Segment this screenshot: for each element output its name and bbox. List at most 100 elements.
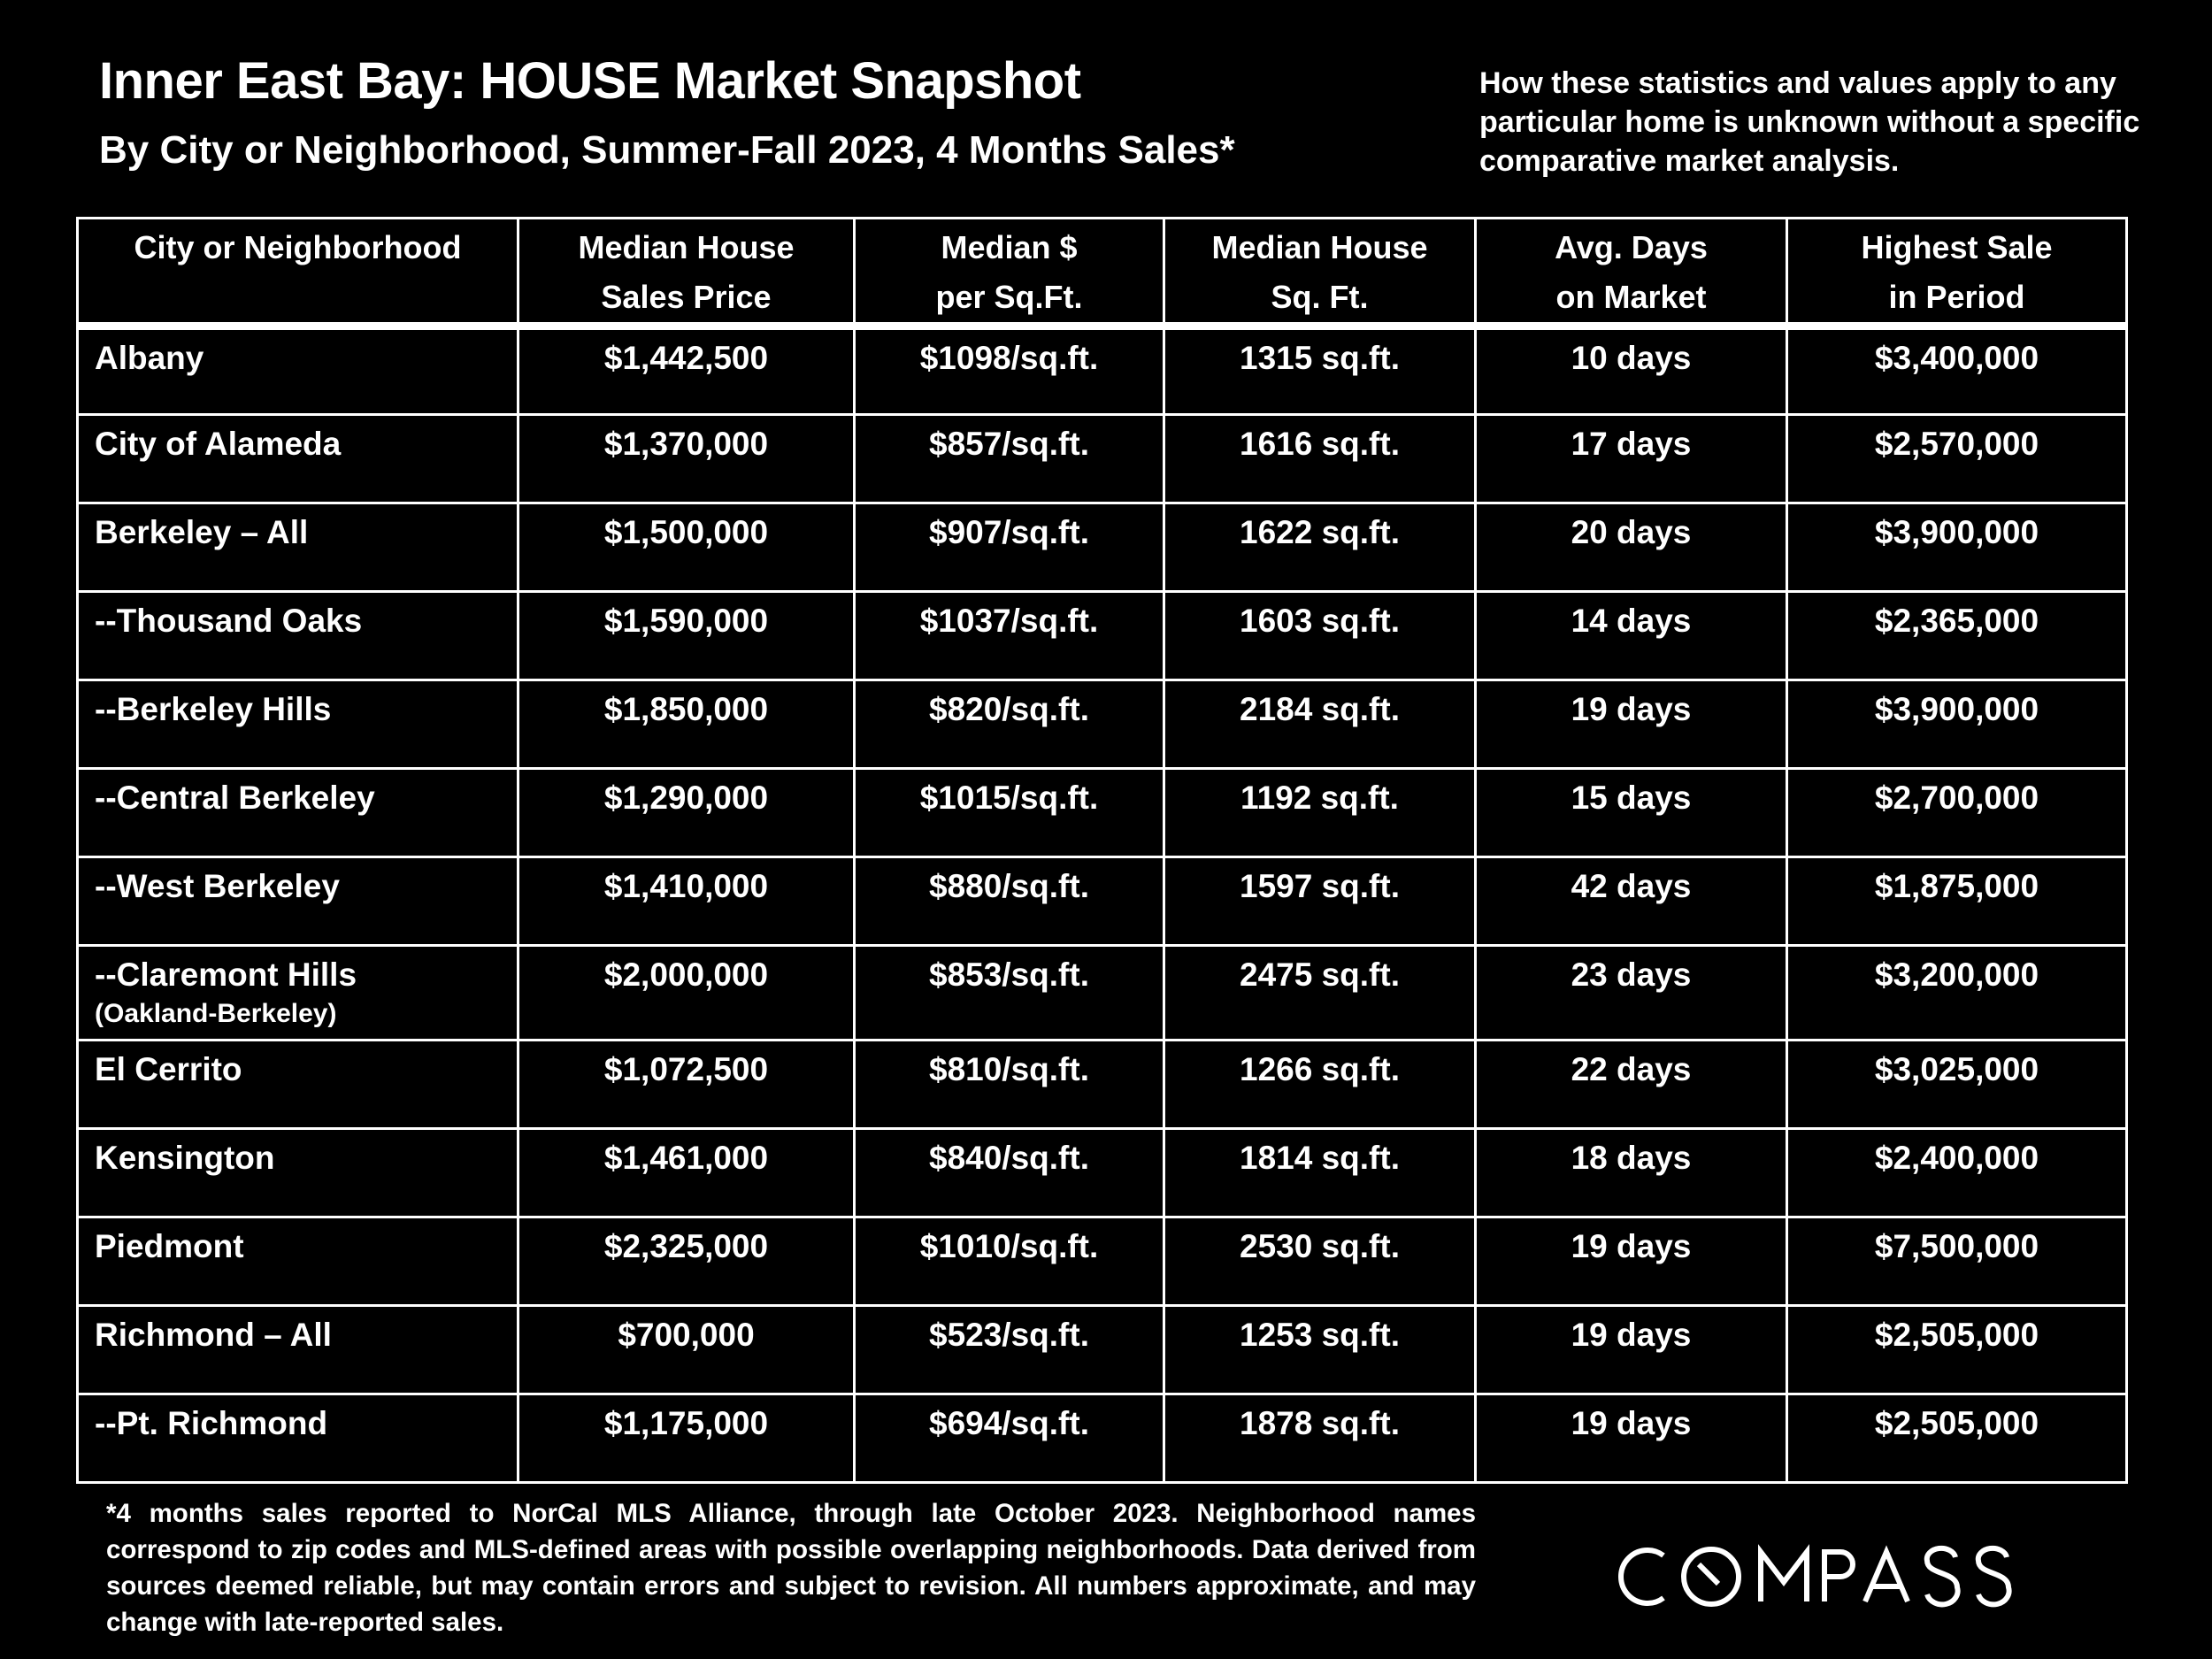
median-price-cell: $1,072,500 — [517, 1039, 856, 1130]
page-title: Inner East Bay: HOUSE Market Snapshot — [99, 52, 1081, 110]
median-sqft-cell: 2184 sq.ft. — [1163, 679, 1477, 770]
days-on-market-cell: 19 days — [1474, 1393, 1788, 1484]
city-name: Richmond – All — [95, 1317, 332, 1353]
days-on-market-cell: 14 days — [1474, 590, 1788, 681]
city-name: Kensington — [95, 1140, 275, 1176]
city-name: --Pt. Richmond — [95, 1405, 328, 1441]
city-name: --Claremont Hills — [95, 956, 357, 993]
median-price-cell: $1,370,000 — [517, 413, 856, 504]
table-row: --Berkeley Hills $1,850,000 $820/sq.ft. 218… — [76, 679, 2128, 770]
median-sqft-cell: 1597 sq.ft. — [1163, 856, 1477, 947]
median-sqft-cell: 2475 sq.ft. — [1163, 944, 1477, 1041]
city-cell: --Central Berkeley — [76, 767, 519, 858]
price-per-sqft-cell: $523/sq.ft. — [853, 1304, 1165, 1395]
highest-sale-cell: $3,400,000 — [1786, 325, 2128, 416]
column-header: Highest Sale in Period — [1786, 217, 2128, 330]
days-on-market-cell: 17 days — [1474, 413, 1788, 504]
median-price-cell: $1,442,500 — [517, 325, 856, 416]
days-on-market-cell: 42 days — [1474, 856, 1788, 947]
price-per-sqft-cell: $1037/sq.ft. — [853, 590, 1165, 681]
days-on-market-cell: 19 days — [1474, 1304, 1788, 1395]
median-sqft-cell: 1622 sq.ft. — [1163, 502, 1477, 593]
median-price-cell: $1,500,000 — [517, 502, 856, 593]
highest-sale-cell: $3,900,000 — [1786, 679, 2128, 770]
price-per-sqft-cell: $820/sq.ft. — [853, 679, 1165, 770]
highest-sale-cell: $2,505,000 — [1786, 1304, 2128, 1395]
city-name: Berkeley – All — [95, 514, 309, 550]
median-price-cell: $1,461,000 — [517, 1127, 856, 1218]
days-on-market-cell: 19 days — [1474, 1216, 1788, 1307]
highest-sale-cell: $2,365,000 — [1786, 590, 2128, 681]
table-row: El Cerrito $1,072,500 $810/sq.ft. 1266 sq.f… — [76, 1039, 2128, 1130]
table-row: City of Alameda $1,370,000 $857/sq.ft. 1616… — [76, 413, 2128, 504]
table-row: Albany $1,442,500 $1098/sq.ft. 1315 sq.ft. 1… — [76, 325, 2128, 416]
compass-logo — [1618, 1544, 2012, 1608]
median-price-cell: $700,000 — [517, 1304, 856, 1395]
table-header-row: City or Neighborhood Median House Sales P… — [76, 217, 2128, 330]
median-sqft-cell: 1266 sq.ft. — [1163, 1039, 1477, 1130]
city-name: --Central Berkeley — [95, 780, 375, 816]
city-cell: City of Alameda — [76, 413, 519, 504]
price-per-sqft-cell: $907/sq.ft. — [853, 502, 1165, 593]
table-row: --West Berkeley $1,410,000 $880/sq.ft. 1597… — [76, 856, 2128, 947]
highest-sale-cell: $7,500,000 — [1786, 1216, 2128, 1307]
table-row: --Thousand Oaks $1,590,000 $1037/sq.ft. 160… — [76, 590, 2128, 681]
median-sqft-cell: 1603 sq.ft. — [1163, 590, 1477, 681]
table-row: --Pt. Richmond $1,175,000 $694/sq.ft. 1878 … — [76, 1393, 2128, 1484]
column-header: Median House Sq. Ft. — [1163, 217, 1477, 330]
analysis-disclaimer: How these statistics and values apply to… — [1479, 66, 2140, 178]
column-header: City or Neighborhood — [76, 217, 519, 330]
highest-sale-cell: $1,875,000 — [1786, 856, 2128, 947]
highest-sale-cell: $2,400,000 — [1786, 1127, 2128, 1218]
city-name: --Berkeley Hills — [95, 691, 332, 727]
days-on-market-cell: 20 days — [1474, 502, 1788, 593]
price-per-sqft-cell: $694/sq.ft. — [853, 1393, 1165, 1484]
city-cell: --West Berkeley — [76, 856, 519, 947]
days-on-market-cell: 10 days — [1474, 325, 1788, 416]
highest-sale-cell: $3,025,000 — [1786, 1039, 2128, 1130]
median-sqft-cell: 1814 sq.ft. — [1163, 1127, 1477, 1218]
city-cell: Richmond – All — [76, 1304, 519, 1395]
column-header: Median House Sales Price — [517, 217, 856, 330]
highest-sale-cell: $2,505,000 — [1786, 1393, 2128, 1484]
median-price-cell: $2,325,000 — [517, 1216, 856, 1307]
column-header: Avg. Days on Market — [1474, 217, 1788, 330]
table-row: Piedmont $2,325,000 $1010/sq.ft. 2530 sq.ft… — [76, 1216, 2128, 1307]
median-sqft-cell: 1878 sq.ft. — [1163, 1393, 1477, 1484]
days-on-market-cell: 15 days — [1474, 767, 1788, 858]
table-row: Kensington $1,461,000 $840/sq.ft. 1814 sq.f… — [76, 1127, 2128, 1218]
city-cell: Piedmont — [76, 1216, 519, 1307]
days-on-market-cell: 23 days — [1474, 944, 1788, 1041]
median-price-cell: $1,175,000 — [517, 1393, 856, 1484]
market-snapshot-table: City or Neighborhood Median House Sales P… — [76, 217, 2128, 1484]
median-sqft-cell: 1253 sq.ft. — [1163, 1304, 1477, 1395]
city-subtitle: (Oakland-Berkeley) — [95, 999, 337, 1028]
city-name: Piedmont — [95, 1228, 244, 1264]
city-cell: El Cerrito — [76, 1039, 519, 1130]
city-cell: --Berkeley Hills — [76, 679, 519, 770]
city-cell: Albany — [76, 325, 519, 416]
page-subtitle: By City or Neighborhood, Summer-Fall 202… — [99, 128, 1235, 172]
city-cell: --Claremont Hills (Oakland-Berkeley) — [76, 944, 519, 1041]
days-on-market-cell: 22 days — [1474, 1039, 1788, 1130]
median-price-cell: $1,590,000 — [517, 590, 856, 681]
city-name: --West Berkeley — [95, 868, 340, 904]
median-sqft-cell: 1315 sq.ft. — [1163, 325, 1477, 416]
table-row: Berkeley – All $1,500,000 $907/sq.ft. 1622 … — [76, 502, 2128, 593]
median-price-cell: $1,290,000 — [517, 767, 856, 858]
price-per-sqft-cell: $1010/sq.ft. — [853, 1216, 1165, 1307]
median-sqft-cell: 2530 sq.ft. — [1163, 1216, 1477, 1307]
highest-sale-cell: $2,700,000 — [1786, 767, 2128, 858]
price-per-sqft-cell: $880/sq.ft. — [853, 856, 1165, 947]
median-price-cell: $1,850,000 — [517, 679, 856, 770]
median-price-cell: $2,000,000 — [517, 944, 856, 1041]
price-per-sqft-cell: $1098/sq.ft. — [853, 325, 1165, 416]
city-name: El Cerrito — [95, 1051, 242, 1087]
days-on-market-cell: 18 days — [1474, 1127, 1788, 1218]
price-per-sqft-cell: $1015/sq.ft. — [853, 767, 1165, 858]
highest-sale-cell: $3,900,000 — [1786, 502, 2128, 593]
column-header: Median $ per Sq.Ft. — [853, 217, 1165, 330]
footnote: *4 months sales reported to NorCal MLS A… — [106, 1499, 1476, 1637]
city-cell: Kensington — [76, 1127, 519, 1218]
highest-sale-cell: $2,570,000 — [1786, 413, 2128, 504]
